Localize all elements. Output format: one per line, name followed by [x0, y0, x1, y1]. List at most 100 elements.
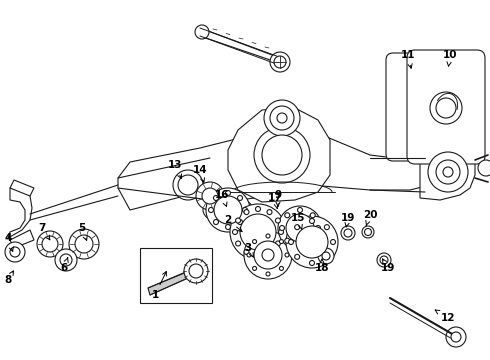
Polygon shape: [10, 180, 34, 196]
Circle shape: [254, 241, 282, 269]
Ellipse shape: [203, 196, 253, 224]
Polygon shape: [148, 268, 197, 295]
Circle shape: [310, 238, 315, 243]
Circle shape: [195, 25, 209, 39]
Text: 15: 15: [291, 213, 305, 229]
Circle shape: [380, 256, 388, 264]
Circle shape: [230, 204, 286, 260]
Circle shape: [5, 242, 25, 262]
Circle shape: [275, 241, 280, 246]
Circle shape: [60, 254, 72, 266]
Circle shape: [270, 106, 294, 130]
Circle shape: [278, 230, 284, 234]
Polygon shape: [228, 108, 330, 202]
Circle shape: [285, 213, 290, 218]
Circle shape: [443, 167, 453, 177]
Circle shape: [244, 231, 292, 279]
Text: 12: 12: [435, 310, 455, 323]
Circle shape: [42, 236, 58, 252]
Circle shape: [285, 253, 289, 257]
Text: 7: 7: [38, 223, 50, 240]
Circle shape: [278, 206, 322, 250]
Circle shape: [254, 127, 310, 183]
Circle shape: [264, 100, 300, 136]
Circle shape: [275, 218, 280, 223]
Circle shape: [318, 248, 334, 264]
Circle shape: [289, 239, 294, 244]
Circle shape: [428, 152, 468, 192]
Circle shape: [37, 231, 63, 257]
Circle shape: [267, 210, 272, 215]
Circle shape: [10, 247, 20, 257]
Text: 14: 14: [193, 165, 207, 182]
Text: 19: 19: [381, 259, 395, 273]
Circle shape: [324, 255, 329, 259]
Text: 18: 18: [315, 259, 329, 273]
Circle shape: [214, 220, 219, 225]
Circle shape: [286, 216, 338, 268]
Circle shape: [330, 239, 336, 244]
Circle shape: [255, 207, 261, 211]
Circle shape: [436, 160, 460, 184]
Circle shape: [255, 252, 261, 257]
Polygon shape: [10, 230, 34, 248]
Circle shape: [209, 207, 214, 212]
Circle shape: [214, 196, 242, 224]
Circle shape: [316, 225, 320, 230]
Text: 10: 10: [443, 50, 457, 66]
Circle shape: [55, 249, 77, 271]
Circle shape: [236, 218, 241, 223]
Polygon shape: [8, 188, 32, 238]
Text: 2: 2: [224, 215, 242, 231]
Circle shape: [286, 214, 314, 242]
Circle shape: [238, 220, 243, 225]
Circle shape: [225, 190, 230, 195]
Circle shape: [279, 225, 285, 230]
Circle shape: [243, 207, 247, 212]
Circle shape: [279, 266, 283, 270]
FancyBboxPatch shape: [407, 50, 485, 164]
Circle shape: [75, 235, 93, 253]
Circle shape: [266, 272, 270, 276]
Circle shape: [310, 261, 315, 266]
Polygon shape: [118, 120, 430, 210]
Circle shape: [173, 170, 203, 200]
Circle shape: [362, 226, 374, 238]
Circle shape: [277, 113, 287, 123]
Circle shape: [244, 249, 249, 255]
Circle shape: [294, 255, 300, 259]
Circle shape: [478, 160, 490, 176]
Text: 16: 16: [215, 190, 229, 206]
Text: 5: 5: [78, 223, 87, 240]
Text: 1: 1: [151, 271, 167, 300]
Circle shape: [225, 225, 230, 230]
Circle shape: [236, 241, 241, 246]
Circle shape: [294, 225, 300, 230]
Text: 8: 8: [4, 271, 13, 285]
Circle shape: [206, 188, 250, 232]
Text: 19: 19: [341, 213, 355, 227]
Circle shape: [214, 195, 219, 201]
Circle shape: [446, 327, 466, 347]
Circle shape: [262, 135, 302, 175]
Text: 4: 4: [4, 233, 13, 251]
Circle shape: [178, 175, 198, 195]
Circle shape: [436, 98, 456, 118]
Circle shape: [285, 238, 290, 243]
Circle shape: [310, 213, 315, 218]
Circle shape: [430, 92, 462, 124]
Circle shape: [184, 259, 208, 283]
Circle shape: [244, 210, 249, 215]
Circle shape: [297, 243, 302, 248]
Circle shape: [365, 229, 371, 235]
Circle shape: [262, 249, 274, 261]
Circle shape: [202, 188, 218, 204]
Circle shape: [232, 230, 238, 234]
Text: 3: 3: [245, 243, 253, 257]
Bar: [140, 248, 212, 303]
Circle shape: [341, 226, 355, 240]
Text: 20: 20: [363, 210, 377, 225]
Text: 9: 9: [274, 190, 282, 206]
Circle shape: [196, 182, 224, 210]
Circle shape: [344, 229, 352, 237]
